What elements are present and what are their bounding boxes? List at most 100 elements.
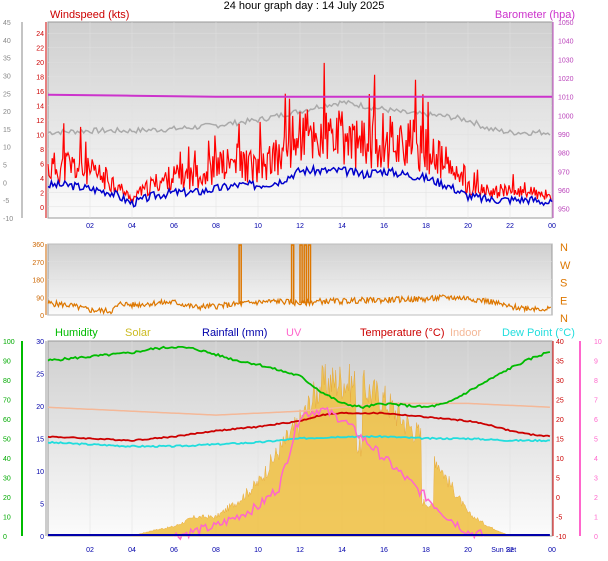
x-tick-label: 04: [128, 547, 136, 554]
y-tick-label: 20: [3, 109, 11, 116]
x-tick-label: 02: [86, 547, 94, 554]
x-tick-label: 18: [422, 547, 430, 554]
x-tick-label: 22: [506, 547, 514, 554]
uv-tick-label: 9: [594, 359, 598, 366]
uv-tick-label: 4: [594, 456, 598, 463]
uv-series-line: [173, 406, 488, 541]
y-tick-label: 30: [3, 73, 11, 80]
x-tick-label: 08: [212, 223, 220, 230]
x-tick-label: 06: [170, 547, 178, 554]
uv-tick-label: 3: [594, 476, 598, 483]
x-tick-label: 18: [422, 223, 430, 230]
y-tick-label: 45: [3, 20, 11, 27]
temperature-legend: Temperature (°C): [360, 327, 444, 339]
windspeed-title: Windspeed (kts): [50, 9, 129, 21]
humidity-tick-label: 0: [3, 534, 7, 541]
temp-tick-label: 0: [556, 495, 560, 502]
y2-tick-label: 1040: [558, 39, 574, 46]
y2-tick-label: 1030: [558, 57, 574, 64]
x-tick-label: 14: [338, 547, 346, 554]
temp-tick-label: 5: [556, 476, 560, 483]
x-tick-label: 12: [296, 223, 304, 230]
y-tick-label: 0: [40, 205, 44, 212]
gray-series-line: [47, 99, 551, 136]
humidity-tick-label: 80: [3, 378, 11, 385]
direction-spike: [238, 244, 242, 304]
dew-point-legend: Dew Point (°C): [502, 327, 575, 339]
x-tick-label: 20: [464, 547, 472, 554]
y-tick-label: 10: [36, 132, 44, 139]
humidity-tick-label: 30: [3, 476, 11, 483]
uv-tick-label: 6: [594, 417, 598, 424]
humidity-tick-label: 100: [3, 339, 15, 346]
y2-tick-label: 1010: [558, 95, 574, 102]
uv-legend: UV: [286, 327, 302, 339]
x-tick-label: 00: [548, 547, 556, 554]
dew-point-series-line: [47, 434, 550, 448]
temp-tick-label: -10: [556, 534, 566, 541]
y2-tick-label: 1020: [558, 76, 574, 83]
humidity-tick-label: 40: [3, 456, 11, 463]
compass-label: S: [560, 278, 567, 290]
y2-tick-label: 980: [558, 151, 570, 158]
solar-series-area: [131, 363, 511, 537]
uv-tick-label: 1: [594, 515, 598, 522]
uv-tick-label: 0: [594, 534, 598, 541]
y-tick-label: 20: [36, 60, 44, 67]
indoor-legend: Indoor: [450, 327, 482, 339]
y-tick-label: 22: [36, 46, 44, 53]
y2-tick-label: 990: [558, 132, 570, 139]
uv-tick-label: 5: [594, 437, 598, 444]
humidity-tick-label: 20: [3, 495, 11, 502]
x-tick-label: 06: [170, 223, 178, 230]
x-tick-label: 14: [338, 223, 346, 230]
y2-tick-label: 1000: [558, 113, 574, 120]
humidity-tick-label: 10: [3, 515, 11, 522]
rain-tick-label: 10: [36, 469, 44, 476]
solar-legend: Solar: [125, 327, 151, 339]
temp-tick-label: 40: [556, 339, 564, 346]
temp-tick-label: 20: [556, 417, 564, 424]
y-tick-label: -10: [3, 216, 13, 223]
temp-tick-label: 15: [556, 437, 564, 444]
barometer-series-line: [47, 93, 552, 98]
y-tick-label: 18: [36, 75, 44, 82]
y-tick-label: 270: [32, 260, 44, 267]
x-tick-label: 22: [506, 223, 514, 230]
temp-tick-label: 30: [556, 378, 564, 385]
y-tick-label: 0: [3, 180, 7, 187]
chart-title: 24 hour graph day : 14 July 2025: [223, 0, 385, 12]
direction-series-line: [47, 294, 551, 315]
humidity-tick-label: 90: [3, 359, 11, 366]
sunset-label: Sun Set: [491, 547, 516, 554]
x-tick-label: 16: [380, 547, 388, 554]
y-tick-label: 12: [36, 118, 44, 125]
y-tick-label: 15: [3, 127, 11, 134]
y-tick-label: -5: [3, 198, 9, 205]
y-tick-label: 360: [32, 242, 44, 249]
x-tick-label: 12: [296, 547, 304, 554]
humidity-tick-label: 70: [3, 398, 11, 405]
y-tick-label: 180: [32, 278, 44, 285]
humidity-tick-label: 50: [3, 437, 11, 444]
direction-spike: [290, 244, 295, 304]
x-tick-label: 04: [128, 223, 136, 230]
x-tick-label: 02: [86, 223, 94, 230]
y2-tick-label: 970: [558, 169, 570, 176]
y-tick-label: 0: [40, 313, 44, 320]
barometer-title: Barometer (hpa): [495, 9, 575, 21]
average-series-line: [47, 163, 553, 208]
x-tick-label: 10: [254, 223, 262, 230]
y-tick-label: 2: [40, 190, 44, 197]
y2-tick-label: 960: [558, 188, 570, 195]
compass-label: N: [560, 313, 568, 325]
y-tick-label: 10: [3, 145, 11, 152]
direction-spike: [303, 244, 308, 304]
humidity-series-line: [47, 345, 551, 410]
humidity-tick-label: 60: [3, 417, 11, 424]
compass-label: E: [560, 295, 567, 307]
y-tick-label: 35: [3, 56, 11, 63]
y-tick-label: 6: [40, 161, 44, 168]
rain-tick-label: 20: [36, 404, 44, 411]
temp-tick-label: -5: [556, 515, 562, 522]
